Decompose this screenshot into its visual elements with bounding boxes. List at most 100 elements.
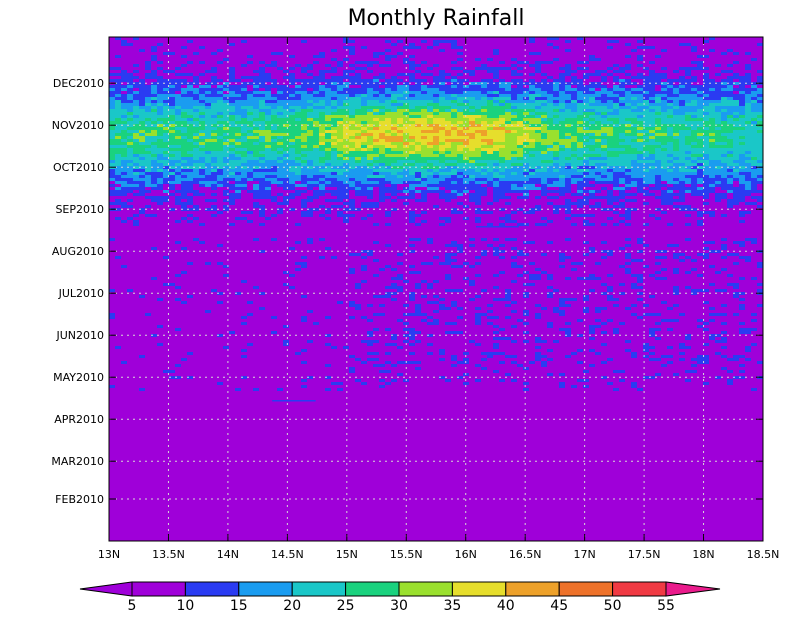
heatmap-cell: [115, 178, 133, 181]
heatmap-cell: [493, 247, 499, 250]
heatmap-cell: [301, 163, 307, 166]
heatmap-cell: [427, 286, 433, 289]
heatmap-cell: [475, 148, 481, 151]
heatmap-cell: [511, 280, 517, 283]
heatmap-cell: [535, 358, 541, 361]
heatmap-cell: [589, 337, 595, 340]
heatmap-cell: [709, 265, 715, 268]
heatmap-cell: [373, 295, 391, 298]
heatmap-cell: [613, 130, 625, 133]
heatmap-cell: [703, 94, 709, 97]
heatmap-cell: [535, 355, 547, 358]
heatmap-cell: [553, 154, 559, 157]
heatmap-cell: [415, 283, 421, 286]
heatmap-cell: [607, 67, 613, 70]
heatmap-cell: [745, 109, 751, 112]
heatmap-cell: [607, 382, 613, 385]
heatmap-cell: [451, 304, 457, 307]
heatmap-cell: [217, 262, 223, 265]
heatmap-cell: [661, 199, 685, 202]
heatmap-cell: [277, 142, 283, 145]
heatmap-cell: [241, 133, 247, 136]
heatmap-cell: [277, 139, 289, 142]
heatmap-cell: [607, 157, 637, 160]
heatmap-cell: [451, 169, 457, 172]
heatmap-cell: [349, 124, 355, 127]
heatmap-cell: [175, 286, 181, 289]
heatmap-cell: [367, 100, 379, 103]
heatmap-cell: [745, 238, 757, 241]
heatmap-cell: [661, 202, 673, 205]
heatmap-cell: [727, 142, 733, 145]
heatmap-cell: [109, 97, 115, 100]
heatmap-cell: [697, 274, 703, 277]
heatmap-cell: [451, 301, 457, 304]
heatmap-cell: [625, 79, 631, 82]
heatmap-cell: [145, 61, 151, 64]
heatmap-cell: [259, 73, 271, 76]
heatmap-cell: [307, 175, 313, 178]
heatmap-cell: [529, 88, 541, 91]
heatmap-cell: [685, 223, 691, 226]
heatmap-cell: [469, 193, 487, 196]
heatmap-cell: [643, 193, 655, 196]
heatmap-cell: [127, 94, 133, 97]
heatmap-cell: [301, 124, 307, 127]
heatmap-cell: [439, 130, 445, 133]
heatmap-cell: [565, 175, 571, 178]
heatmap-cell: [505, 118, 511, 121]
heatmap-cell: [505, 214, 511, 217]
heatmap-cell: [109, 157, 115, 160]
heatmap-cell: [337, 139, 343, 142]
heatmap-cell: [283, 124, 289, 127]
heatmap-cell: [505, 373, 511, 376]
heatmap-cell: [343, 151, 349, 154]
heatmap-cell: [151, 160, 157, 163]
heatmap-cell: [343, 202, 355, 205]
heatmap-cell: [175, 169, 181, 172]
heatmap-cell: [589, 133, 595, 136]
heatmap-cell: [637, 127, 643, 130]
heatmap-cell: [673, 160, 691, 163]
heatmap-cell: [523, 367, 529, 370]
heatmap-cell: [391, 121, 397, 124]
heatmap-cell: [217, 292, 223, 295]
heatmap-cell: [109, 91, 121, 94]
heatmap-cell: [709, 214, 715, 217]
heatmap-cell: [151, 55, 157, 58]
heatmap-cell: [679, 259, 685, 262]
heatmap-cell: [205, 310, 211, 313]
heatmap-cell: [331, 166, 349, 169]
heatmap-cell: [511, 73, 523, 76]
heatmap-cell: [409, 118, 427, 121]
heatmap-cell: [619, 124, 625, 127]
heatmap-cell: [199, 142, 205, 145]
heatmap-cell: [529, 172, 535, 175]
heatmap-cell: [547, 181, 553, 184]
heatmap-cell: [517, 85, 523, 88]
heatmap-cell: [181, 109, 193, 112]
heatmap-cell: [475, 163, 487, 166]
heatmap-cell: [283, 70, 289, 73]
heatmap-cell: [133, 133, 139, 136]
heatmap-cell: [301, 361, 307, 364]
heatmap-cell: [505, 121, 511, 124]
heatmap-cell: [721, 346, 727, 349]
heatmap-cell: [553, 58, 559, 61]
heatmap-cell: [667, 307, 673, 310]
heatmap-cell: [439, 175, 451, 178]
heatmap-cell: [373, 109, 379, 112]
heatmap-cell: [721, 181, 727, 184]
heatmap-cell: [271, 109, 289, 112]
heatmap-cell: [115, 88, 121, 91]
heatmap-cell: [487, 70, 499, 73]
heatmap-cell: [511, 211, 517, 214]
heatmap-cell: [475, 109, 481, 112]
heatmap-cell: [115, 187, 121, 190]
heatmap-cell: [637, 157, 655, 160]
heatmap-cell: [565, 166, 571, 169]
heatmap-cell: [265, 139, 271, 142]
heatmap-cell: [343, 220, 349, 223]
heatmap-cell: [577, 184, 595, 187]
heatmap-cell: [169, 148, 193, 151]
